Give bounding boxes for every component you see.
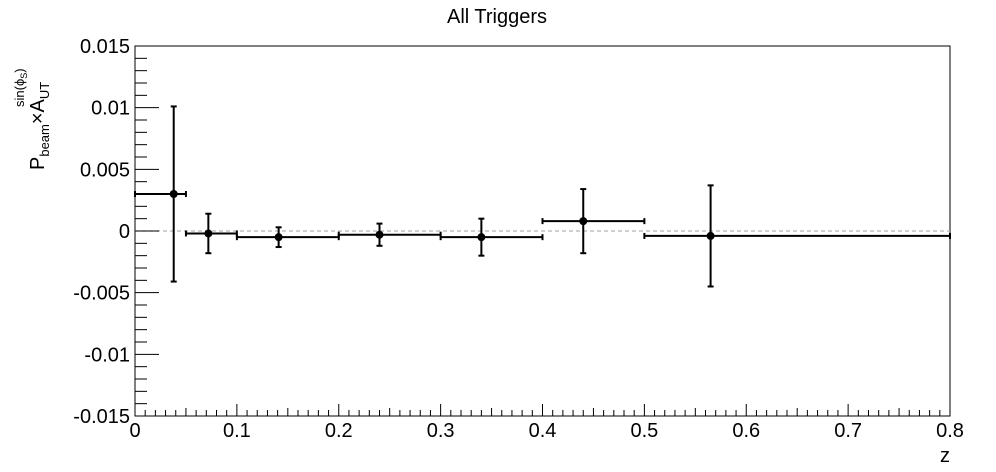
y-tick-label: -0.005 [73,283,130,305]
point-marker [169,190,178,198]
chart-title: All Triggers [447,6,547,28]
data-point [235,226,340,249]
x-tick-label: 0.6 [732,420,760,442]
data-point [337,222,442,247]
x-axis-label: z [940,445,950,467]
data-point [134,105,187,283]
y-label-times: ×A [27,98,49,124]
y-tick-label: 0.015 [80,36,130,58]
data-points [134,105,951,288]
point-marker [706,231,715,240]
y-tick-label: 0.01 [91,98,130,120]
y-tick-label: -0.01 [84,344,130,366]
x-tick-label: 0.2 [325,420,353,442]
y-label-sup-close: ) [12,68,27,72]
y-label-sup: sin(ϕ [12,79,27,107]
y-label-main-sub: beam [37,124,52,157]
x-tick-label: 0 [129,420,140,442]
data-point [439,217,544,257]
y-tick-label: 0 [119,221,130,243]
x-tick-label: 0.5 [630,420,658,442]
point-marker [375,230,384,239]
y-label-sup-sub: S [19,73,29,79]
data-point [184,212,238,255]
point-marker [204,229,213,238]
x-axis-ticks: 0 0.1 0.2 0.3 0.4 0.5 0.6 0.7 0.8 [129,404,964,442]
x-tick-label: 0.1 [223,420,251,442]
data-point [643,184,951,288]
y-tick-label: -0.015 [73,406,130,428]
y-label-main: P [27,157,49,170]
y-axis-ticks: -0.015 -0.01 -0.005 0 0.005 0.01 0.015 [73,36,159,428]
point-marker [274,233,283,242]
point-marker [579,217,588,226]
y-axis-label: Pbeam×AUT sin(ϕS) [12,68,52,170]
x-tick-label: 0.3 [427,420,455,442]
y-label-a-sub: UT [37,82,52,99]
y-tick-label: 0.005 [80,159,130,181]
x-tick-label: 0.4 [529,420,557,442]
svg-text:Pbeam×AUT: Pbeam×AUT [27,82,52,170]
point-marker [477,233,486,242]
x-tick-label: 0.7 [834,420,862,442]
data-point [541,188,646,255]
x-tick-label: 0.8 [936,420,964,442]
svg-text:sin(ϕS): sin(ϕS) [12,68,29,107]
